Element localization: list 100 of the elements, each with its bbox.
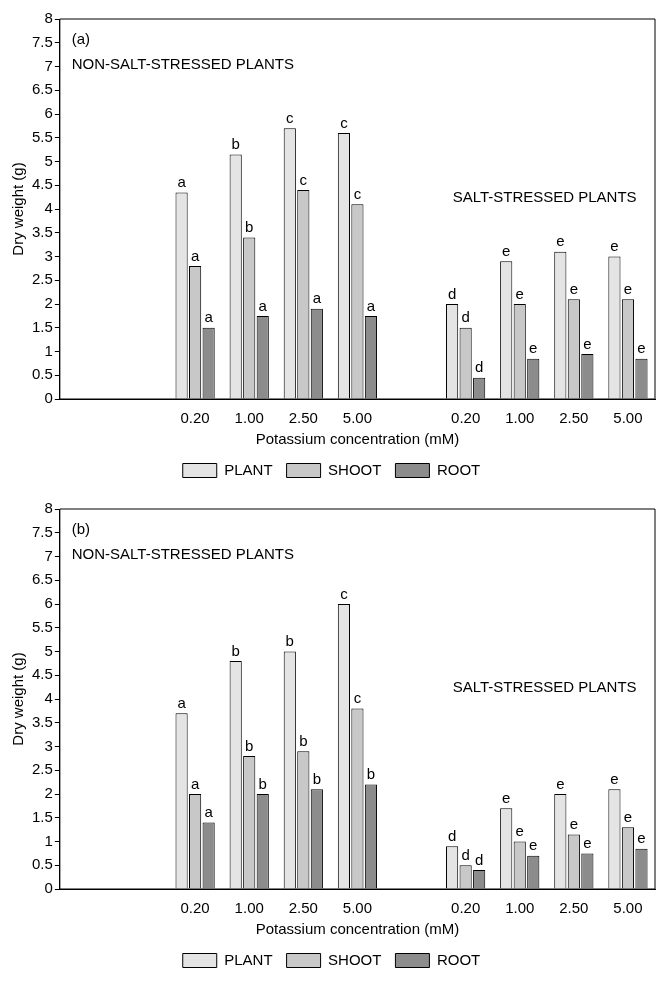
x-tick-label: 5.00 [613,409,643,427]
data-label: c [340,584,349,602]
x-tick-label: 2.50 [559,899,589,917]
data-label: c [353,184,362,202]
data-label: b [231,135,240,153]
y-tick-label: 2.5 [31,270,53,288]
y-tick-label: 3 [44,246,53,264]
y-axis-title: Dry weight (g) [9,652,27,746]
x-tick-label: 2.50 [288,409,318,427]
annotation: NON-SALT-STRESSED PLANTS [71,54,295,72]
y-tick-label: 2.5 [31,760,53,778]
y-tick-label: 1.5 [31,317,53,335]
y-tick-label: 5.5 [31,617,53,635]
y-tick-label: 7 [44,546,53,564]
x-tick-label: 5.00 [342,899,373,917]
y-tick-label: 1 [44,341,53,359]
data-label: e [502,788,511,806]
y-tick-label: 3.5 [31,712,53,730]
x-axis-title: Potassium concentration (mM) [255,920,460,938]
y-tick-label: 7.5 [31,522,53,540]
y-tick-label: 1.5 [31,807,53,825]
y-tick-label: 5 [44,641,53,659]
data-label: e [637,829,646,847]
data-label: e [515,822,524,840]
legend-label: PLANT [224,460,273,478]
y-tick-label: 2 [44,294,53,312]
y-tick-label: 7 [44,56,53,74]
data-label: c [340,113,349,131]
data-label: b [285,632,294,650]
data-label: a [258,296,268,314]
x-tick-label: 0.20 [180,899,210,917]
legend-label: SHOOT [328,460,382,478]
y-tick-label: 0.5 [31,365,53,383]
data-label: a [366,296,376,314]
data-label: e [610,237,619,255]
y-tick-label: 8 [44,9,53,27]
y-tick-label: 3.5 [31,222,53,240]
data-label: a [190,774,200,792]
data-label: b [258,774,267,792]
data-label: c [286,108,295,126]
legend-label: ROOT [436,460,481,478]
data-label: e [583,834,592,852]
data-label: e [515,284,524,302]
y-tick-label: 2 [44,784,53,802]
data-label: a [177,173,187,191]
data-label: b [231,641,240,659]
y-tick-label: 6 [44,104,53,122]
data-label: d [474,358,484,376]
y-tick-label: 6.5 [31,80,53,98]
data-label: e [623,279,633,297]
y-tick-label: 5 [44,151,53,169]
data-label: a [177,693,187,711]
data-label: b [299,731,308,749]
data-label: b [366,765,376,783]
y-tick-label: 5.5 [31,127,53,145]
data-label: b [245,218,254,236]
data-label: e [637,339,646,357]
annotation: (a) [71,29,91,47]
x-tick-label: 5.00 [342,409,373,427]
x-tick-label: 0.20 [180,409,210,427]
y-tick-label: 4 [44,199,53,217]
data-label: b [312,769,322,787]
data-label: e [502,241,511,259]
data-label: b [245,736,254,754]
data-label: e [556,774,565,792]
x-tick-label: 2.50 [559,409,589,427]
y-axis-title: Dry weight (g) [9,162,27,256]
y-tick-label: 0 [44,879,53,897]
annotation: NON-SALT-STRESSED PLANTS [71,544,295,562]
legend-label: SHOOT [328,950,382,968]
x-tick-label: 1.00 [234,409,264,427]
y-tick-label: 4.5 [31,665,53,683]
y-tick-label: 0 [44,389,53,407]
x-axis-title: Potassium concentration (mM) [255,430,460,448]
x-tick-label: 1.00 [505,899,535,917]
data-label: e [556,232,565,250]
y-tick-label: 6 [44,594,53,612]
y-tick-label: 4.5 [31,175,53,193]
data-label: e [623,807,633,825]
y-tick-label: 1 [44,831,53,849]
data-label: e [610,769,619,787]
y-tick-label: 8 [44,499,53,517]
x-tick-label: 1.00 [505,409,535,427]
data-label: e [529,339,538,357]
data-label: e [569,815,579,833]
data-label: e [529,836,538,854]
data-label: d [461,845,470,863]
x-tick-label: 0.20 [451,899,481,917]
x-tick-label: 2.50 [288,899,318,917]
data-label: e [583,334,592,352]
x-tick-label: 5.00 [613,899,643,917]
data-label: e [569,279,579,297]
data-label: a [204,803,214,821]
annotation: (b) [71,519,91,537]
x-tick-label: 0.20 [451,409,481,427]
annotation: SALT-STRESSED PLANTS [452,187,637,205]
y-tick-label: 4 [44,689,53,707]
data-label: c [353,689,362,707]
data-label: a [190,246,200,264]
legend-label: PLANT [224,950,273,968]
